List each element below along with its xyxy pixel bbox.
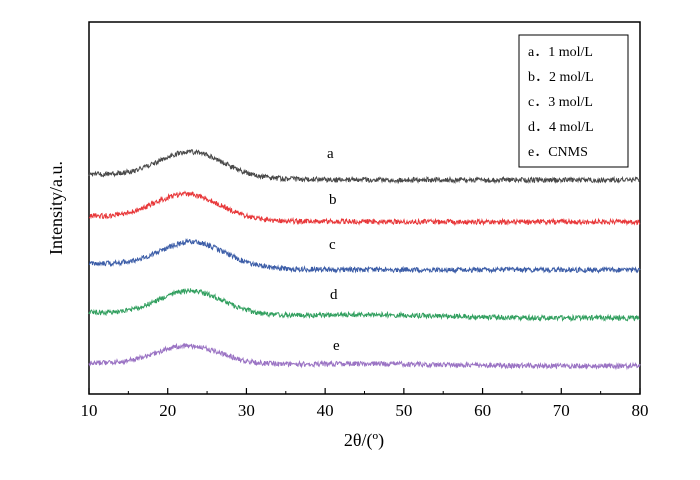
x-tick-label-30: 30 <box>238 401 255 420</box>
y-axis-title: Intensity/a.u. <box>46 161 66 255</box>
series-a-line <box>88 149 641 185</box>
legend-entry-c: c．3 mol/L <box>528 95 593 110</box>
series-c-label: c <box>329 237 336 253</box>
x-tick-label-70: 70 <box>553 401 570 420</box>
series-a-label: a <box>327 146 334 162</box>
x-axis-ticks: 10 20 30 40 50 60 70 80 <box>81 388 649 420</box>
series-c-line <box>88 237 641 275</box>
x-tick-label-10: 10 <box>81 401 98 420</box>
curves-layer <box>88 149 641 371</box>
x-tick-label-50: 50 <box>395 401 412 420</box>
series-d-label: d <box>330 287 338 303</box>
legend-box <box>518 34 629 168</box>
series-e-label: e <box>333 338 340 354</box>
x-axis-title: 2θ/(º) <box>344 430 384 451</box>
x-tick-label-60: 60 <box>474 401 491 420</box>
legend-entry-a: a．1 mol/L <box>528 45 593 60</box>
x-tick-label-80: 80 <box>632 401 649 420</box>
curve-labels: a b c d e <box>327 146 340 354</box>
legend: a．1 mol/L b．2 mol/L c．3 mol/L d．4 mol/L … <box>518 34 629 168</box>
series-b-line <box>88 190 641 227</box>
legend-entry-b: b．2 mol/L <box>528 70 594 85</box>
x-tick-label-20: 20 <box>159 401 176 420</box>
series-e-line <box>88 342 641 371</box>
x-tick-label-40: 40 <box>317 401 334 420</box>
series-d-line <box>88 288 640 323</box>
series-b-label: b <box>329 192 337 208</box>
legend-entry-e: e．CNMS <box>528 145 588 160</box>
legend-entry-d: d．4 mol/L <box>528 120 594 135</box>
